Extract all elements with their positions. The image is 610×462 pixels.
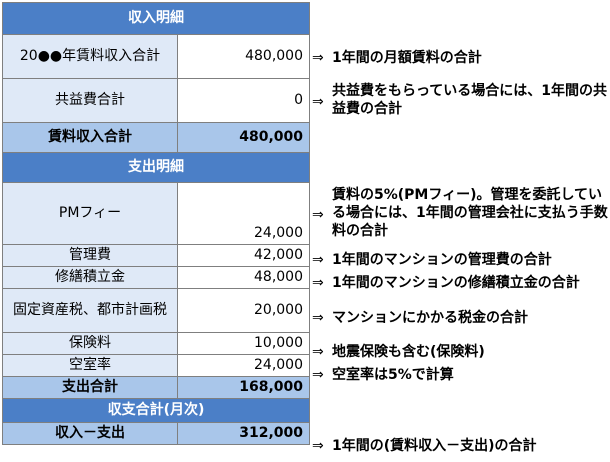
insurance-value[interactable]: 10,000 xyxy=(177,332,310,355)
arrow-icon: ⇒ xyxy=(312,94,324,110)
arrow-icon: ⇒ xyxy=(312,367,324,383)
management-fee-label: 管理費 xyxy=(2,244,178,267)
insurance-label: 保険料 xyxy=(2,332,178,355)
note-tax-text: マンションにかかる税金の合計 xyxy=(332,310,528,326)
rent-income-label: 20●●年賃料収入合計 xyxy=(2,34,178,79)
income-section-header: 収入明細 xyxy=(2,2,310,35)
arrow-icon: ⇒ xyxy=(312,275,324,291)
expense-section-header: 支出明細 xyxy=(2,152,310,183)
note-common-fee-text: 共益費をもらっている場合には、1年間の共益費の合計 xyxy=(332,83,608,117)
pm-fee-label: PMフィー xyxy=(2,182,178,245)
arrow-icon: ⇒ xyxy=(312,252,324,268)
note-insurance-text: 地震保険も含む(保険料) xyxy=(332,344,485,360)
repair-reserve-value[interactable]: 48,000 xyxy=(177,266,310,289)
note-pm-fee: ⇒ 賃料の5%(PMフィー)。管理を委託している場合には、1年間の管理会社に支払… xyxy=(312,186,608,244)
arrow-icon: ⇒ xyxy=(312,438,324,454)
balance-section-header: 収支合計(月次) xyxy=(2,398,310,423)
pm-fee-value[interactable]: 24,000 xyxy=(177,182,310,245)
income-expense-table: 収入明細 20●●年賃料収入合計 480,000 共益費合計 0 賃料収入合計 … xyxy=(2,2,310,445)
note-management-fee-text: 1年間のマンションの管理費の合計 xyxy=(332,252,552,268)
note-common-fee: ⇒ 共益費をもらっている場合には、1年間の共益費の合計 xyxy=(312,82,608,122)
note-vacancy: ⇒ 空室率は5%で計算 xyxy=(312,365,608,385)
arrow-icon: ⇒ xyxy=(312,310,324,326)
note-management-fee: ⇒ 1年間のマンションの管理費の合計 xyxy=(312,250,608,270)
expense-total-label: 支出合計 xyxy=(2,376,178,399)
note-vacancy-text: 空室率は5%で計算 xyxy=(332,367,454,383)
balance-label: 収入－支出 xyxy=(2,422,178,445)
property-tax-value[interactable]: 20,000 xyxy=(177,288,310,333)
arrow-icon: ⇒ xyxy=(312,207,324,223)
property-tax-label: 固定資産税、都市計画税 xyxy=(2,288,178,333)
note-balance: ⇒ 1年間の(賃料収入－支出)の合計 xyxy=(312,436,608,456)
note-rent-text: 1年間の月額賃料の合計 xyxy=(332,50,482,66)
vacancy-rate-label: 空室率 xyxy=(2,354,178,377)
income-total-label: 賃料収入合計 xyxy=(2,122,178,153)
arrow-icon: ⇒ xyxy=(312,50,324,66)
management-fee-value[interactable]: 42,000 xyxy=(177,244,310,267)
note-rent: ⇒ 1年間の月額賃料の合計 xyxy=(312,47,608,69)
note-pm-fee-text: 賃料の5%(PMフィー)。管理を委託している場合には、1年間の管理会社に支払う手… xyxy=(332,187,608,239)
balance-value[interactable]: 312,000 xyxy=(177,422,310,445)
note-balance-text: 1年間の(賃料収入－支出)の合計 xyxy=(332,438,537,454)
note-insurance: ⇒ 地震保険も含む(保険料) xyxy=(312,342,608,362)
repair-reserve-label: 修繕積立金 xyxy=(2,266,178,289)
common-fee-label: 共益費合計 xyxy=(2,78,178,123)
rent-income-value[interactable]: 480,000 xyxy=(177,34,310,79)
arrow-icon: ⇒ xyxy=(312,344,324,360)
expense-total-value[interactable]: 168,000 xyxy=(177,376,310,399)
common-fee-value[interactable]: 0 xyxy=(177,78,310,123)
note-repair-reserve: ⇒ 1年間のマンションの修繕積立金の合計 xyxy=(312,273,608,293)
income-total-value[interactable]: 480,000 xyxy=(177,122,310,153)
note-repair-reserve-text: 1年間のマンションの修繕積立金の合計 xyxy=(332,275,580,291)
note-tax: ⇒ マンションにかかる税金の合計 xyxy=(312,308,608,328)
vacancy-rate-value[interactable]: 24,000 xyxy=(177,354,310,377)
